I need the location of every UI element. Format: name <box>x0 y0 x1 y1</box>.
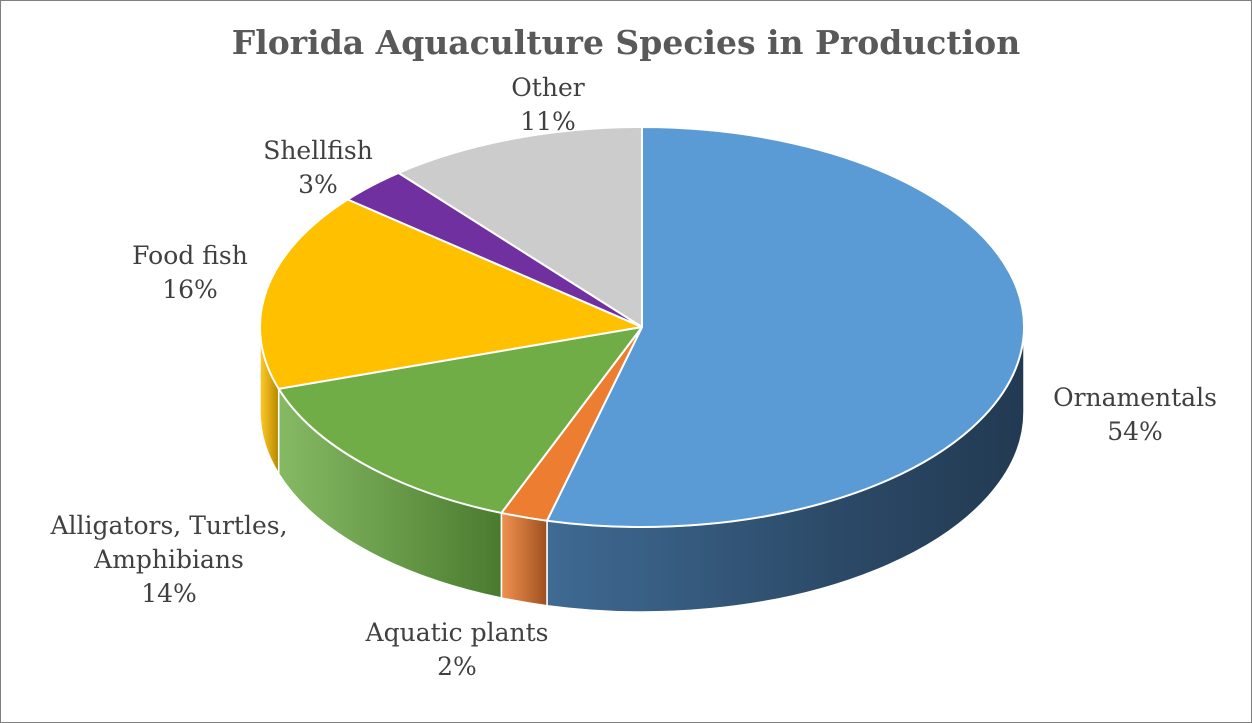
pie-tops <box>259 126 1025 528</box>
pie-slice-food-fish <box>259 198 643 390</box>
data-label-food-fish: Food fish 16% <box>132 241 248 304</box>
pie-side-aquatic-plants <box>500 512 548 607</box>
pie-sides <box>259 326 1025 613</box>
data-label-aquatic-plants: Aquatic plants 2% <box>365 618 549 681</box>
pie-labels: Ornamentals 54% Aquatic plants 2% Alligators… <box>49 73 1216 681</box>
data-label-shellfish: Shellfish 3% <box>263 136 373 199</box>
chart-title: Florida Aquaculture Species in Productio… <box>231 23 1021 62</box>
data-label-other: Other 11% <box>511 73 584 136</box>
data-label-ornamentals: Ornamentals 54% <box>1053 383 1217 446</box>
data-label-alligators-turtles-amphibians: Alligators, Turtles, Amphibians 14% <box>49 511 287 608</box>
pie-slice-other <box>397 126 643 328</box>
pie-slice-ornamentals <box>546 126 1025 528</box>
